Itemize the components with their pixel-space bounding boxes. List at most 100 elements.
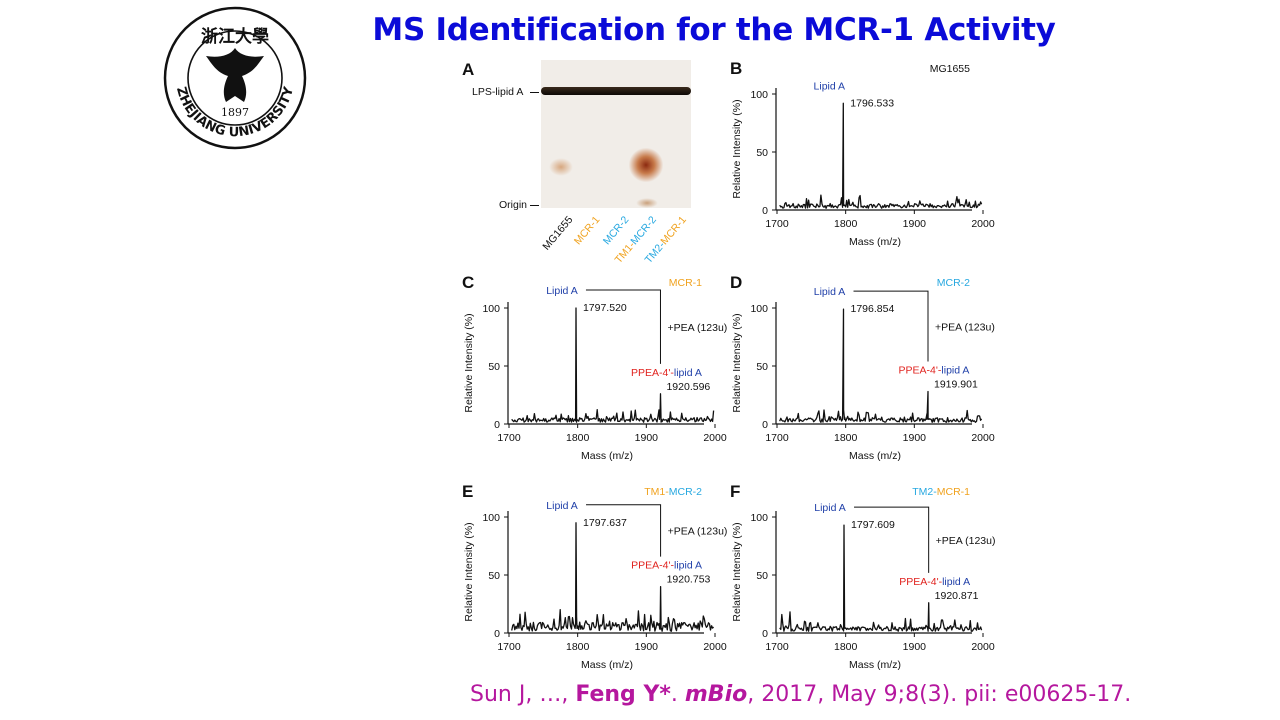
lipid-a-label: Lipid A — [814, 80, 846, 92]
mass-spectrum-panel: B MG1655 0 50 100 1700 1800 1900 2000 Mass (m/z) R… — [730, 59, 995, 248]
sample-label-part: TM1- — [644, 486, 669, 498]
y-axis-title: Relative Intensity (%) — [731, 313, 743, 412]
mass-spectrum-panel: D MCR-2 0 50 100 1700 1800 1900 2000 Mass (m/z) Re… — [730, 273, 995, 462]
x-tick-label: 1900 — [635, 432, 659, 444]
lipid-a-label: Lipid A — [546, 500, 578, 512]
ppea-lipid-a-label: PPEA-4'-lipid A — [899, 576, 970, 588]
citation-corresponding-author: Feng Y* — [575, 682, 671, 707]
panel-letter: A — [462, 60, 475, 79]
spectrum-trace — [511, 522, 715, 632]
citation: Sun J, …, Feng Y*. mBio, 2017, May 9;8(3… — [470, 682, 1131, 707]
spectrum-trace — [779, 102, 983, 209]
eagle-emblem-icon — [206, 48, 264, 102]
mass-shift-bracket — [586, 504, 662, 557]
peak-mz-label: 1919.901 — [934, 379, 978, 391]
x-axis-title: Mass (m/z) — [849, 450, 901, 462]
panel-letter: B — [730, 59, 742, 78]
sample-label: MCR-2 — [937, 277, 970, 289]
y-tick-label: 50 — [488, 570, 500, 582]
x-tick-label: 1900 — [903, 218, 927, 230]
sample-label-part: TM2- — [912, 486, 937, 498]
y-tick-label: 50 — [756, 361, 768, 373]
x-axis-title: Mass (m/z) — [849, 236, 901, 248]
lps-tick — [530, 92, 539, 93]
sample-label: TM2-MCR-1 — [912, 486, 970, 498]
peak-mz-label: 1797.637 — [583, 517, 627, 529]
y-tick-label: 0 — [494, 419, 500, 431]
ppea-label-part: PPEA-4'- — [631, 560, 674, 572]
y-axis-title: Relative Intensity (%) — [463, 313, 475, 412]
peak-mz-label: 1920.753 — [667, 574, 711, 586]
pea-shift-label: +PEA (123u) — [935, 321, 995, 333]
x-axis-title: Mass (m/z) — [849, 659, 901, 671]
ppea-lipid-a-label: PPEA-4'-lipid A — [899, 365, 970, 377]
citation-journal: mBio — [684, 682, 748, 707]
x-tick-label: 1700 — [765, 218, 789, 230]
x-tick-label: 2000 — [971, 432, 995, 444]
sample-label-part: MG1655 — [930, 63, 970, 75]
lane-label-part: MG1655 — [540, 214, 576, 253]
x-tick-label: 1800 — [834, 218, 858, 230]
spectrum-trace — [511, 307, 715, 423]
origin-tick — [530, 205, 539, 206]
lps-lipid-a-label: LPS-lipid A — [472, 86, 524, 98]
x-tick-label: 1900 — [903, 641, 927, 653]
lane-label: MG1655 — [540, 214, 575, 253]
x-tick-label: 1900 — [903, 432, 927, 444]
lipid-a-label-part: lipid A — [674, 560, 702, 572]
citation-separator: . — [670, 682, 685, 707]
sample-label-part: MCR-2 — [937, 277, 970, 289]
x-tick-label: 1700 — [765, 641, 789, 653]
sample-label: MCR-1 — [669, 277, 702, 289]
mass-shift-bracket — [853, 290, 929, 362]
lipid-a-label: Lipid A — [814, 502, 846, 514]
slide-title: MS Identification for the MCR-1 Activity — [372, 12, 1056, 48]
x-tick-label: 1700 — [497, 432, 521, 444]
y-tick-label: 0 — [762, 205, 768, 217]
x-axis-title: Mass (m/z) — [581, 450, 633, 462]
x-tick-label: 1800 — [834, 641, 858, 653]
y-tick-label: 0 — [762, 419, 768, 431]
ppea-label-part: PPEA-4'- — [899, 576, 942, 588]
lipid-a-label: Lipid A — [814, 286, 846, 298]
x-tick-label: 1800 — [566, 432, 590, 444]
lane-spot — [636, 198, 658, 208]
peak-mz-label: 1796.533 — [850, 97, 894, 109]
lipid-a-label-part: lipid A — [941, 365, 969, 377]
x-tick-label: 1800 — [834, 432, 858, 444]
y-tick-label: 100 — [750, 512, 768, 524]
y-axis-title: Relative Intensity (%) — [731, 99, 743, 198]
pea-shift-label: +PEA (123u) — [936, 535, 996, 547]
lipid-a-label: Lipid A — [546, 285, 578, 297]
x-tick-label: 2000 — [971, 641, 995, 653]
sample-label-part: MCR-1 — [937, 486, 970, 498]
panel-letter: C — [462, 273, 474, 292]
x-tick-label: 1700 — [765, 432, 789, 444]
ppea-label-part: PPEA-4'- — [631, 367, 674, 379]
panel-letter: F — [730, 482, 740, 501]
ppea-label-part: PPEA-4'- — [899, 365, 942, 377]
panel-letter: D — [730, 273, 742, 292]
x-tick-label: 1800 — [566, 641, 590, 653]
peak-mz-label: 1797.609 — [851, 519, 895, 531]
y-tick-label: 100 — [482, 303, 500, 315]
y-axis-title: Relative Intensity (%) — [463, 522, 475, 621]
lane-label: MCR-1 — [572, 214, 603, 247]
sample-label: MG1655 — [930, 63, 970, 75]
y-tick-label: 100 — [482, 512, 500, 524]
citation-authors: Sun J, …, — [470, 682, 576, 707]
ppea-lipid-a-label: PPEA-4'-lipid A — [631, 560, 702, 572]
peak-mz-label: 1920.871 — [935, 590, 979, 602]
y-tick-label: 100 — [750, 303, 768, 315]
peak-mz-label: 1796.854 — [851, 303, 895, 315]
x-tick-label: 1700 — [497, 641, 521, 653]
x-tick-label: 2000 — [703, 641, 727, 653]
y-tick-label: 100 — [750, 89, 768, 101]
x-axis-title: Mass (m/z) — [581, 659, 633, 671]
lipid-a-label-part: lipid A — [942, 576, 970, 588]
mass-spectrum-panel: E TM1-MCR-2 0 50 100 1700 1800 1900 2000 Mass (m/… — [462, 482, 727, 671]
pea-shift-label: +PEA (123u) — [667, 322, 727, 334]
ppea-lipid-a-label: PPEA-4'-lipid A — [631, 367, 702, 379]
sample-label: TM1-MCR-2 — [644, 486, 702, 498]
x-tick-label: 2000 — [703, 432, 727, 444]
